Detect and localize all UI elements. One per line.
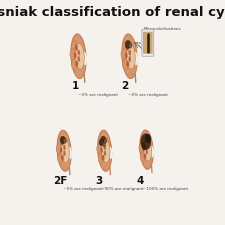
Ellipse shape bbox=[129, 43, 132, 48]
Ellipse shape bbox=[58, 153, 63, 163]
Ellipse shape bbox=[104, 145, 106, 150]
Ellipse shape bbox=[142, 142, 146, 150]
Ellipse shape bbox=[139, 143, 144, 152]
Ellipse shape bbox=[134, 52, 138, 65]
Ellipse shape bbox=[97, 144, 102, 154]
Ellipse shape bbox=[98, 130, 112, 171]
Ellipse shape bbox=[121, 49, 127, 59]
Ellipse shape bbox=[144, 139, 146, 145]
FancyBboxPatch shape bbox=[143, 32, 153, 54]
Ellipse shape bbox=[56, 144, 61, 154]
Ellipse shape bbox=[129, 56, 131, 62]
Ellipse shape bbox=[75, 43, 84, 69]
Ellipse shape bbox=[60, 136, 65, 144]
Ellipse shape bbox=[98, 137, 104, 146]
Ellipse shape bbox=[122, 34, 137, 79]
Ellipse shape bbox=[101, 147, 103, 153]
Ellipse shape bbox=[140, 130, 153, 169]
Ellipse shape bbox=[141, 134, 151, 150]
Text: Microcalcifications: Microcalcifications bbox=[143, 27, 181, 31]
Ellipse shape bbox=[122, 59, 128, 70]
Text: 2F: 2F bbox=[53, 176, 67, 186]
Ellipse shape bbox=[146, 150, 148, 154]
Ellipse shape bbox=[103, 142, 105, 147]
Ellipse shape bbox=[101, 140, 104, 146]
Ellipse shape bbox=[144, 138, 152, 161]
Ellipse shape bbox=[71, 34, 86, 79]
Text: 4: 4 bbox=[136, 176, 143, 186]
Ellipse shape bbox=[146, 138, 148, 142]
Ellipse shape bbox=[122, 41, 128, 52]
Text: ~0% are malignant: ~0% are malignant bbox=[78, 93, 118, 97]
Text: ~100% are malignant: ~100% are malignant bbox=[143, 187, 188, 191]
Ellipse shape bbox=[99, 139, 103, 146]
Ellipse shape bbox=[63, 151, 65, 156]
Ellipse shape bbox=[125, 52, 127, 58]
Text: ~90% are malignant: ~90% are malignant bbox=[101, 187, 144, 191]
Ellipse shape bbox=[102, 155, 104, 161]
Ellipse shape bbox=[61, 140, 63, 146]
FancyBboxPatch shape bbox=[142, 29, 154, 56]
Ellipse shape bbox=[71, 41, 77, 52]
Ellipse shape bbox=[144, 154, 146, 159]
Text: 2: 2 bbox=[121, 81, 128, 91]
Text: ~0% are malignant: ~0% are malignant bbox=[128, 93, 168, 97]
Ellipse shape bbox=[58, 137, 63, 146]
Ellipse shape bbox=[144, 142, 147, 146]
Ellipse shape bbox=[140, 152, 145, 162]
Ellipse shape bbox=[78, 50, 80, 55]
Ellipse shape bbox=[71, 59, 77, 70]
Ellipse shape bbox=[142, 146, 145, 152]
Ellipse shape bbox=[145, 134, 151, 143]
Ellipse shape bbox=[150, 146, 154, 158]
Text: ~5% are malignant: ~5% are malignant bbox=[63, 187, 104, 191]
Ellipse shape bbox=[141, 139, 145, 145]
Ellipse shape bbox=[63, 138, 66, 143]
Text: 1: 1 bbox=[71, 81, 79, 91]
Ellipse shape bbox=[126, 45, 129, 51]
Ellipse shape bbox=[74, 52, 77, 58]
Ellipse shape bbox=[146, 144, 148, 149]
Ellipse shape bbox=[57, 130, 71, 171]
Ellipse shape bbox=[98, 153, 104, 163]
Ellipse shape bbox=[129, 50, 131, 55]
Ellipse shape bbox=[108, 147, 112, 159]
Ellipse shape bbox=[126, 43, 135, 69]
Ellipse shape bbox=[61, 155, 64, 161]
Ellipse shape bbox=[125, 40, 131, 49]
Ellipse shape bbox=[101, 139, 110, 163]
Ellipse shape bbox=[83, 52, 87, 65]
Ellipse shape bbox=[61, 139, 70, 163]
Ellipse shape bbox=[104, 151, 106, 156]
Ellipse shape bbox=[126, 61, 129, 67]
Text: Bosniak classification of renal cysts: Bosniak classification of renal cysts bbox=[0, 6, 225, 19]
Ellipse shape bbox=[75, 45, 78, 51]
Ellipse shape bbox=[143, 136, 148, 143]
Ellipse shape bbox=[104, 138, 107, 143]
Ellipse shape bbox=[101, 136, 106, 144]
Ellipse shape bbox=[70, 49, 76, 59]
Ellipse shape bbox=[63, 145, 65, 150]
Ellipse shape bbox=[78, 56, 80, 62]
Ellipse shape bbox=[140, 136, 145, 146]
Ellipse shape bbox=[75, 61, 78, 67]
Ellipse shape bbox=[68, 147, 72, 159]
Ellipse shape bbox=[60, 147, 62, 153]
Text: 3: 3 bbox=[95, 176, 102, 186]
